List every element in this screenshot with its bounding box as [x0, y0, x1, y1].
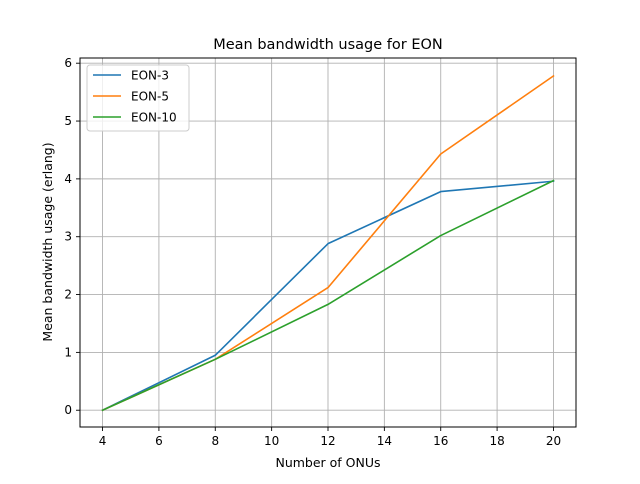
y-tick-label: 5: [64, 114, 72, 128]
x-tick-label: 4: [99, 434, 107, 448]
legend-label-eon-10: EON-10: [131, 111, 177, 125]
y-axis-ticks: 0 1 2 3 4 5 6: [64, 56, 80, 417]
x-tick-label: 10: [264, 434, 279, 448]
legend-label-eon-5: EON-5: [131, 90, 169, 104]
x-axis-ticks: 4 6 8 10 12 14 16 18 20: [99, 427, 561, 448]
x-tick-label: 6: [155, 434, 163, 448]
x-tick-label: 8: [211, 434, 219, 448]
x-tick-label: 20: [546, 434, 561, 448]
x-tick-label: 18: [489, 434, 504, 448]
y-tick-label: 0: [64, 403, 72, 417]
series-lines: [101, 74, 555, 412]
y-tick-label: 6: [64, 56, 72, 70]
x-tick-label: 14: [377, 434, 392, 448]
legend: EON-3 EON-5 EON-10: [86, 64, 190, 132]
grid: [80, 58, 576, 427]
legend-box: [86, 64, 190, 132]
legend-items: EON-3 EON-5 EON-10: [93, 69, 177, 125]
y-tick-label: 4: [64, 172, 72, 186]
legend-label-eon-3: EON-3: [131, 69, 169, 83]
x-tick-label: 12: [320, 434, 335, 448]
y-axis-label: Mean bandwidth usage (erlang): [40, 142, 55, 341]
chart-title: Mean bandwidth usage for EON: [213, 37, 443, 53]
y-tick-label: 2: [64, 288, 72, 302]
series-line-eon-10: [101, 179, 555, 412]
y-tick-label: 1: [64, 345, 72, 359]
y-tick-label: 3: [64, 230, 72, 244]
x-tick-label: 16: [433, 434, 448, 448]
x-axis-label: Number of ONUs: [275, 455, 380, 470]
series-line-eon-3: [101, 180, 555, 412]
